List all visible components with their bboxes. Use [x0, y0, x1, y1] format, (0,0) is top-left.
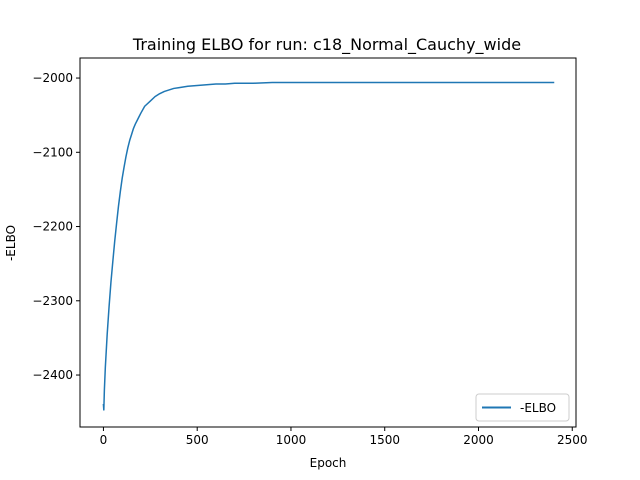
series-line-0	[102, 81, 555, 411]
y-tick-label: −2200	[32, 220, 73, 234]
x-tick-label: 0	[100, 433, 108, 447]
x-tick-label: 2500	[557, 433, 588, 447]
y-tick-label: −2100	[32, 145, 73, 159]
legend: -ELBO	[475, 393, 570, 422]
x-tick-label: 1000	[276, 433, 307, 447]
legend-label: -ELBO	[520, 401, 556, 415]
plot-frame	[79, 57, 577, 428]
x-tick-label: 500	[186, 433, 209, 447]
x-tick-label: 2000	[463, 433, 494, 447]
chart-title: Training ELBO for run: c18_Normal_Cauchy…	[132, 35, 521, 55]
x-tick-label: 1500	[369, 433, 400, 447]
y-tick-label: −2300	[32, 294, 73, 308]
y-ticks: −2000 −2100 −2200 −2300 −2400	[32, 71, 80, 382]
x-axis-label: Epoch	[310, 456, 347, 470]
series-layer	[102, 81, 555, 411]
y-tick-label: −2000	[32, 71, 73, 85]
y-tick-label: −2400	[32, 368, 73, 382]
legend-box	[475, 393, 570, 422]
x-ticks: 0 500 1000 1500 2000 2500	[100, 427, 588, 447]
y-axis-label: -ELBO	[4, 225, 18, 261]
